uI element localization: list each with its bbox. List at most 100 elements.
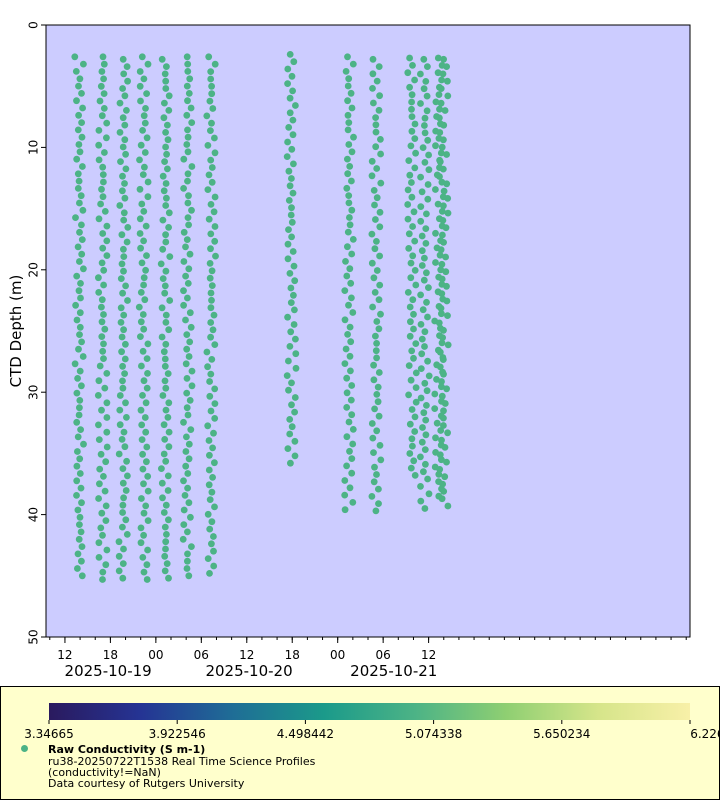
data-point (73, 155, 81, 163)
data-point (100, 340, 107, 348)
y-tick-label: 20 (27, 262, 41, 277)
data-point (165, 443, 173, 451)
data-point (97, 82, 105, 90)
data-point (424, 313, 431, 321)
data-point (137, 524, 145, 532)
data-point (208, 282, 216, 289)
data-point (376, 442, 384, 449)
data-point (183, 345, 191, 353)
data-point (180, 185, 188, 192)
data-point (404, 201, 412, 208)
data-point (424, 136, 432, 144)
data-point (79, 104, 86, 112)
data-point (72, 68, 80, 75)
data-point (375, 296, 383, 304)
data-point (142, 266, 150, 274)
data-point (103, 134, 110, 142)
data-point (123, 63, 131, 70)
data-point (120, 209, 128, 217)
data-point (440, 121, 448, 129)
data-point (78, 557, 85, 565)
data-point (122, 282, 129, 290)
data-point (438, 76, 445, 84)
data-point (143, 355, 151, 362)
data-point (286, 416, 294, 423)
data-point (418, 232, 426, 240)
data-point (186, 250, 194, 258)
data-point (118, 260, 126, 268)
data-point (373, 427, 381, 435)
data-point (162, 238, 170, 246)
data-point (438, 260, 446, 268)
data-point (103, 370, 111, 377)
data-point (208, 267, 216, 275)
data-point (136, 230, 144, 237)
data-point (73, 477, 81, 485)
data-point (157, 260, 165, 268)
data-point (377, 179, 385, 187)
data-point (422, 431, 430, 439)
data-point (164, 165, 171, 173)
data-point (95, 421, 102, 429)
data-point (376, 252, 383, 260)
data-point (76, 199, 83, 207)
data-point (288, 401, 295, 409)
data-point (76, 513, 84, 521)
data-point (346, 265, 354, 273)
data-point (140, 112, 148, 120)
data-point (206, 496, 214, 503)
y-tick-label: 40 (27, 507, 41, 522)
data-point (74, 550, 82, 558)
data-point (285, 124, 293, 131)
data-point (422, 460, 429, 468)
data-point (411, 164, 419, 172)
data-point (344, 53, 351, 61)
data-point (438, 495, 446, 503)
data-point (205, 481, 213, 489)
data-point (117, 304, 125, 312)
data-point (342, 258, 349, 265)
data-point (184, 133, 192, 141)
data-point (124, 472, 131, 480)
data-point (443, 385, 450, 393)
data-point (417, 497, 425, 505)
data-point (76, 228, 83, 236)
data-point (411, 413, 419, 421)
data-point (97, 200, 104, 208)
data-point (211, 459, 218, 467)
data-point (120, 267, 127, 275)
data-point (404, 289, 412, 296)
data-point (182, 272, 190, 280)
data-point (344, 82, 352, 90)
data-point (140, 237, 148, 245)
data-point (162, 457, 170, 465)
data-point (102, 502, 110, 510)
legend-credit: Data courtesy of Rutgers University (48, 777, 245, 790)
data-points (71, 51, 452, 583)
data-point (99, 53, 107, 61)
data-point (75, 535, 83, 543)
data-point (291, 394, 299, 401)
data-point (99, 347, 107, 355)
data-point (184, 557, 191, 565)
data-point (185, 192, 192, 200)
data-point (419, 144, 427, 152)
data-point (208, 164, 216, 171)
data-point (185, 265, 193, 273)
data-point (77, 294, 84, 302)
data-point (138, 436, 146, 443)
data-point (99, 230, 107, 237)
data-point (203, 348, 211, 356)
data-point (284, 65, 292, 73)
data-point (412, 340, 420, 347)
data-point (410, 325, 417, 333)
data-point (369, 70, 377, 78)
data-point (138, 362, 145, 370)
colorbar-tick-label: 3.922546 (149, 727, 206, 741)
data-point (418, 438, 426, 446)
data-point (96, 362, 104, 370)
data-point (288, 72, 296, 80)
legend-marker-icon (21, 745, 28, 752)
data-point (373, 238, 380, 245)
data-point (345, 141, 353, 148)
